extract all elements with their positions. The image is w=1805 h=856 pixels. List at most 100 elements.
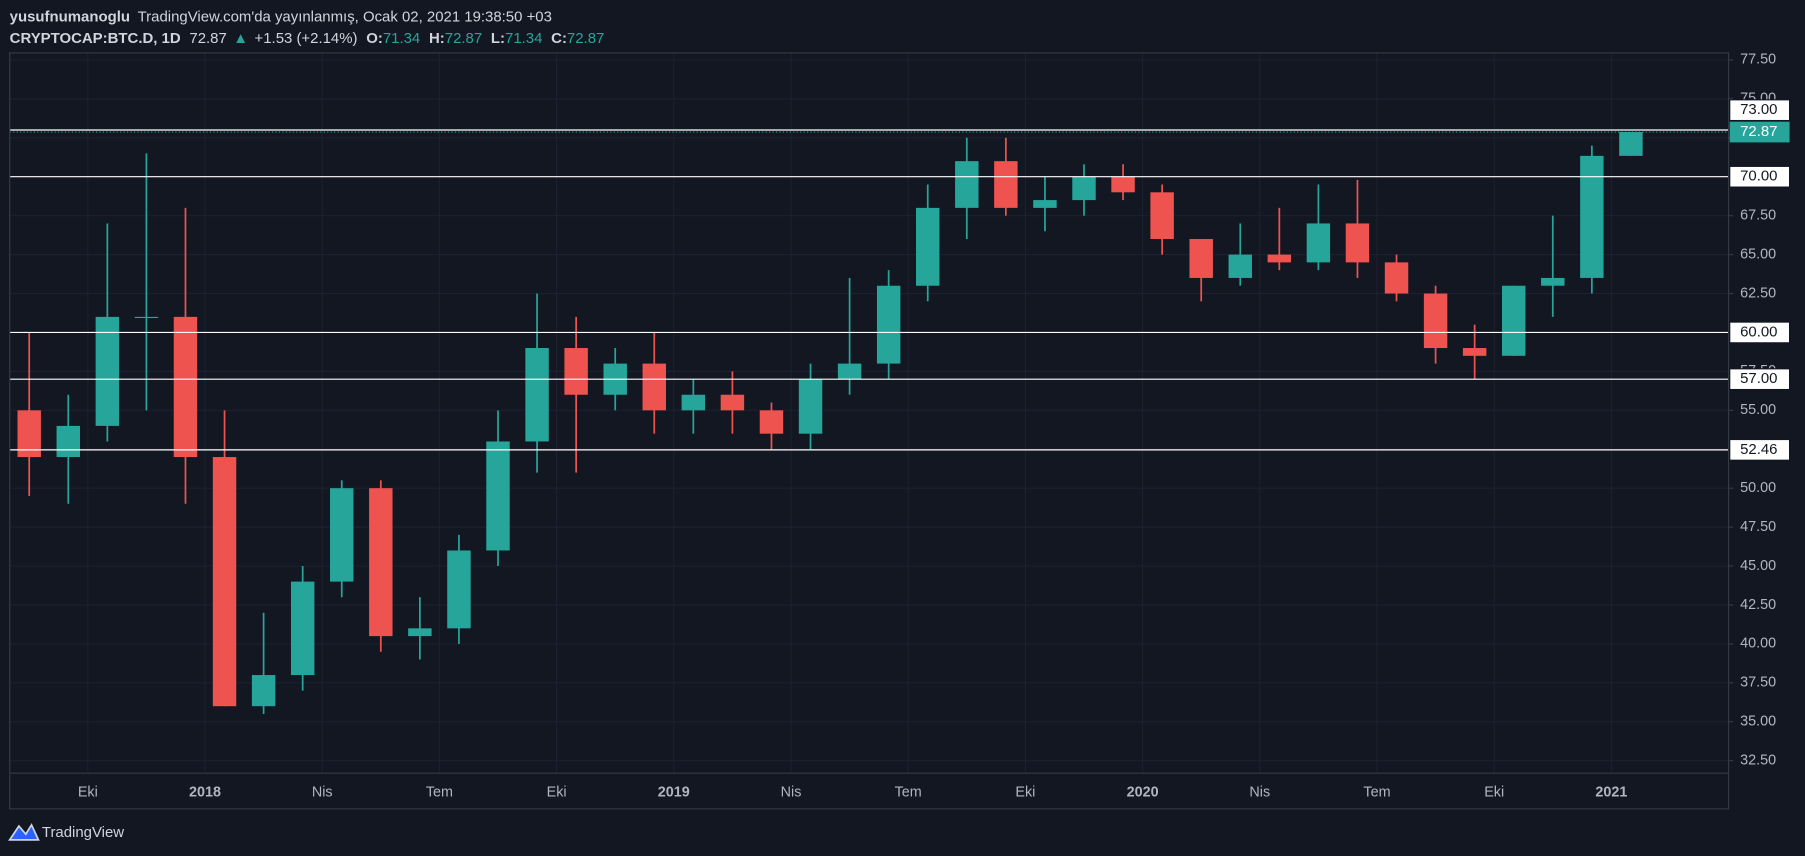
y-tick-label: 35.00	[1740, 714, 1776, 730]
x-tick-label: Tem	[1363, 785, 1390, 801]
level-label-box	[1729, 438, 1791, 461]
level-label-box	[1729, 321, 1791, 344]
candle-body	[720, 394, 745, 411]
candle-body	[1150, 192, 1174, 240]
y-tick-label: 65.00	[1740, 246, 1776, 262]
candle-body	[1033, 200, 1057, 208]
y-tick-label: 37.50	[1740, 675, 1776, 691]
candle-body	[955, 161, 979, 208]
plot	[9, 129, 1729, 714]
candle-body	[1423, 293, 1448, 349]
level-label-box	[1729, 99, 1791, 122]
level-label: 60.00	[1740, 323, 1777, 340]
level-label-box	[1729, 165, 1791, 188]
y-tick-label: 55.00	[1740, 402, 1776, 418]
candle-body	[1267, 254, 1292, 263]
candle-body	[134, 316, 159, 319]
level-label: 52.46	[1740, 441, 1777, 458]
candle-body	[17, 410, 41, 458]
candle-body	[1580, 155, 1604, 278]
level-label-box	[1729, 368, 1791, 391]
header-line-2: CRYPTOCAP:BTC.D, 1D 72.87 ▲ +1.53 (+2.14…	[10, 30, 605, 47]
y-tick-label: 40.00	[1740, 636, 1776, 652]
open-label: O:	[366, 30, 383, 47]
symbol: CRYPTOCAP:BTC.D, 1D	[10, 30, 181, 47]
x-tick-label: 2019	[658, 785, 690, 801]
candle-body	[1619, 132, 1643, 156]
candle-body	[56, 425, 81, 458]
open-value: 71.34	[383, 30, 420, 47]
x-tick-label: 2018	[189, 785, 221, 801]
candle-body	[408, 628, 432, 637]
author: yusufnumanoglu	[10, 8, 130, 25]
candle-body	[1189, 239, 1213, 278]
x-tick-label: Eki	[1484, 785, 1504, 801]
change: +1.53 (+2.14%)	[255, 30, 358, 47]
high-label: H:	[429, 30, 445, 47]
candle-body	[212, 457, 237, 707]
candle-body	[1541, 277, 1565, 286]
candle-body	[173, 316, 198, 458]
y-tick-label: 77.50	[1740, 52, 1776, 68]
x-tick-label: 2020	[1127, 785, 1159, 801]
x-tick-label: Eki	[78, 785, 98, 801]
candle-body	[564, 348, 588, 395]
high-value: 72.87	[445, 30, 482, 47]
candle-body	[525, 348, 549, 442]
candle-body	[486, 441, 510, 551]
candle-body	[447, 550, 471, 629]
published: TradingView.com'da yayınlanmış, Ocak 02,…	[138, 8, 552, 25]
x-tick-label: Tem	[895, 785, 922, 801]
x-tick-label: Nis	[781, 785, 802, 801]
candle-body	[1072, 176, 1096, 201]
x-tick-label: Nis	[1249, 785, 1270, 801]
candle-body	[798, 379, 823, 434]
level-label: 70.00	[1740, 168, 1777, 185]
candle-body	[1306, 223, 1331, 263]
last-price: 72.87	[189, 30, 226, 47]
candle-body	[681, 394, 706, 411]
candle-body	[1345, 223, 1370, 263]
low-label: L:	[491, 30, 505, 47]
direction-icon: ▲	[233, 30, 248, 47]
level-label: 73.00	[1740, 101, 1777, 118]
close-label: C:	[551, 30, 567, 47]
candle-body	[837, 363, 862, 380]
last-price-box	[1729, 121, 1790, 143]
candle-body	[330, 488, 354, 582]
low-value: 71.34	[505, 30, 542, 47]
x-tick-label: Eki	[547, 785, 567, 801]
last-price-label: 72.87	[1740, 123, 1777, 140]
candle-body	[369, 488, 393, 637]
y-tick-label: 67.50	[1740, 207, 1776, 223]
candle-body	[916, 207, 940, 286]
close-value: 72.87	[567, 30, 604, 47]
candle-body	[1111, 176, 1135, 193]
x-tick-label: Eki	[1015, 785, 1035, 801]
brand: TradingView	[42, 824, 124, 841]
candle-body	[95, 316, 120, 426]
y-tick-label: 50.00	[1740, 480, 1776, 496]
candle-body	[1462, 348, 1487, 356]
candle-body	[290, 581, 315, 676]
y-tick-label: 42.50	[1740, 597, 1776, 613]
plot-frame	[9, 52, 1730, 810]
candle-body	[876, 285, 901, 364]
y-tick-label: 47.50	[1740, 519, 1776, 535]
x-tick-label: Nis	[312, 785, 333, 801]
y-tick-label: 62.50	[1740, 285, 1776, 301]
y-tick-label: 45.00	[1740, 558, 1776, 574]
x-tick-label: 2021	[1595, 785, 1627, 801]
header-line-1: yusufnumanoglu TradingView.com'da yayınl…	[10, 8, 552, 25]
logo-icon	[8, 823, 40, 841]
candle-body	[251, 675, 276, 707]
candle-body	[1502, 285, 1526, 356]
candle-body	[1384, 262, 1409, 294]
level-label: 57.00	[1740, 370, 1777, 387]
candle-body	[1228, 254, 1252, 278]
candle-body	[759, 410, 784, 434]
candle-body	[994, 161, 1018, 208]
footer-logo[interactable]: TradingView	[8, 823, 125, 841]
